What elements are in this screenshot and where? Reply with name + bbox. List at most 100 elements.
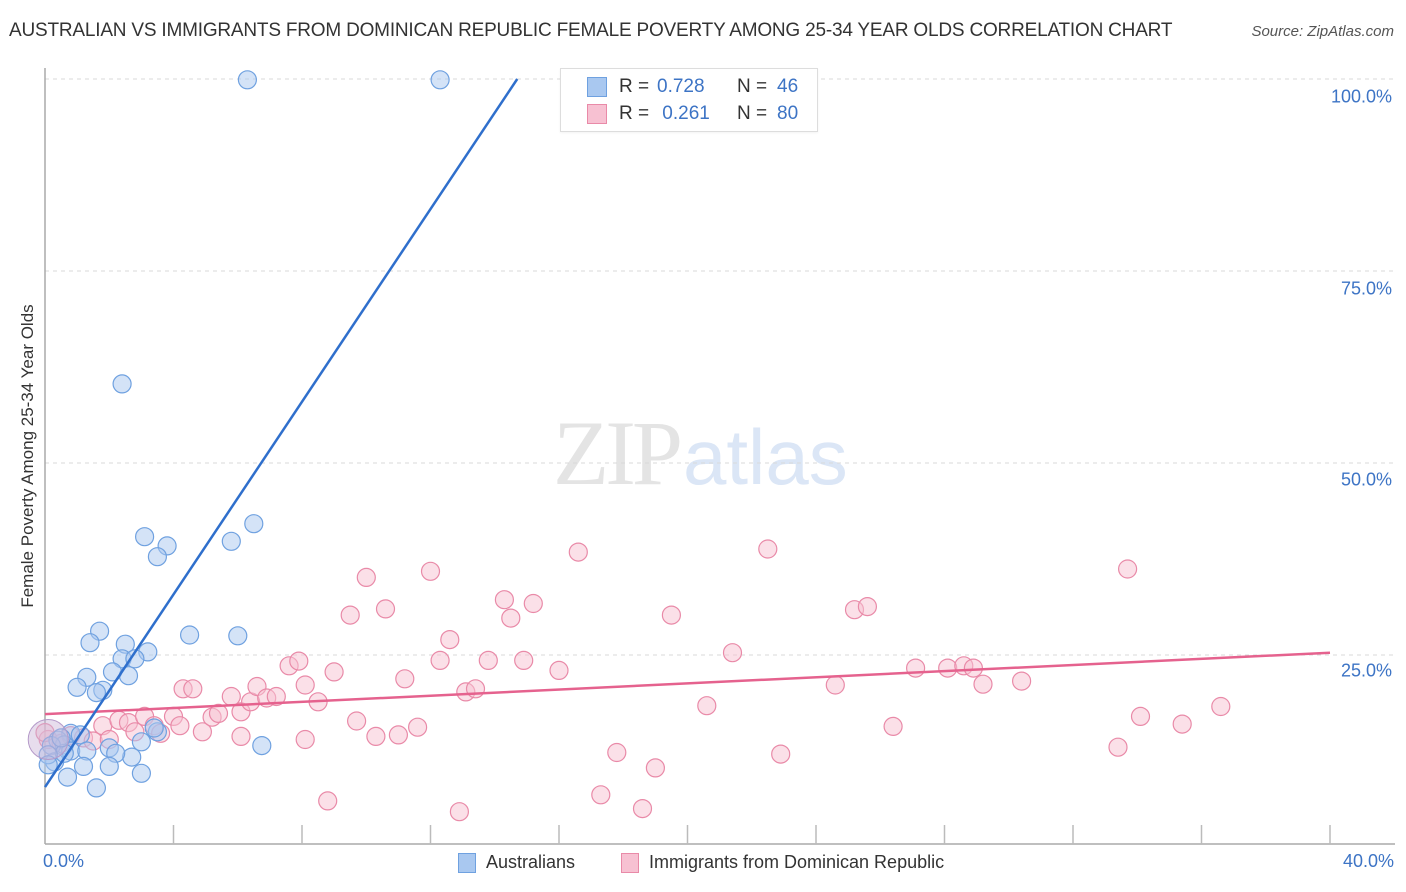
data-point [632, 798, 653, 819]
data-point [771, 744, 791, 764]
y-tick-100: 100.0% [1330, 86, 1392, 107]
australians-swatch [458, 852, 476, 873]
data-point [131, 763, 151, 783]
data-point [722, 643, 743, 663]
data-point [661, 605, 682, 625]
australians-points [27, 70, 450, 798]
data-point [144, 718, 164, 738]
data-point [80, 633, 100, 653]
immigrants-points [35, 539, 1231, 822]
data-point [112, 374, 132, 394]
data-point [607, 742, 627, 763]
r-label: R = [619, 103, 650, 124]
bottom-legend-immigrants[interactable]: Immigrants from Dominican Republic [621, 852, 944, 873]
data-point [440, 629, 460, 650]
data-point [266, 686, 286, 707]
data-point [494, 590, 514, 610]
data-point [825, 675, 845, 695]
data-point [221, 531, 241, 551]
data-point [324, 662, 344, 682]
data-point [57, 767, 78, 787]
data-point [430, 70, 450, 90]
data-point [252, 735, 272, 756]
legend-row-australians: R = 0.728 N = 46 [587, 75, 798, 99]
data-point [697, 696, 717, 716]
data-point [86, 778, 107, 798]
data-point [340, 605, 360, 625]
data-point [180, 625, 200, 645]
data-point [366, 726, 386, 747]
data-point [237, 70, 257, 90]
data-point [420, 561, 441, 581]
data-point [221, 686, 241, 707]
australians-trendline [43, 78, 519, 788]
x-tick-40: 40.0% [1342, 851, 1394, 871]
n-label: N = [737, 76, 768, 97]
data-point [973, 674, 993, 694]
data-point [1108, 737, 1128, 757]
data-point [1117, 559, 1138, 579]
data-point [122, 747, 142, 767]
data-point [938, 658, 958, 678]
data-point [228, 626, 248, 646]
data-point [289, 651, 309, 671]
n-value: 46 [777, 76, 799, 97]
chart-title: AUSTRALIAN VS IMMIGRANTS FROM DOMINICAN … [9, 20, 1173, 41]
data-point [99, 756, 119, 777]
x-tick-0: 0.0% [43, 851, 85, 871]
data-point [356, 567, 376, 588]
data-point [125, 649, 145, 669]
data-point [86, 682, 107, 703]
data-point [347, 711, 367, 731]
immigrants-swatch [587, 104, 607, 124]
data-point [963, 658, 984, 678]
data-point [208, 703, 229, 724]
data-point [549, 660, 569, 681]
y-tick-25: 25.0% [1340, 660, 1392, 681]
data-point [295, 729, 315, 750]
data-point [135, 527, 155, 547]
data-point [375, 599, 396, 619]
data-point [408, 717, 428, 737]
data-point [857, 596, 878, 617]
data-point [131, 732, 151, 752]
data-point [905, 658, 926, 678]
data-point [758, 539, 778, 559]
data-point [183, 679, 203, 699]
y-tick-50: 50.0% [1340, 469, 1392, 490]
data-point [645, 758, 666, 778]
data-point [1011, 671, 1032, 691]
gridlines [45, 78, 1395, 656]
correlation-legend: R = 0.728 N = 46 R = 0.261 N = 80 [560, 68, 818, 132]
r-value: 0.728 [657, 76, 705, 97]
r-value: 0.261 [657, 103, 710, 124]
data-point [478, 650, 498, 671]
data-point [388, 725, 408, 745]
r-label: R = [619, 76, 650, 97]
legend-row-immigrants: R = 0.261 N = 80 [587, 102, 798, 126]
data-point [1172, 714, 1192, 734]
data-point [1211, 696, 1231, 717]
data-point [1130, 706, 1151, 727]
data-point [38, 755, 58, 775]
australians-swatch [587, 77, 607, 97]
data-point [244, 514, 264, 534]
bottom-legend-australians[interactable]: Australians [458, 852, 575, 873]
data-point [591, 785, 611, 805]
n-label: N = [737, 103, 768, 124]
data-point [318, 791, 338, 811]
data-point [295, 675, 315, 695]
bottom-legend-label: Australians [486, 852, 576, 872]
bottom-legend-label: Immigrants from Dominican Republic [649, 852, 945, 872]
data-point [147, 547, 167, 567]
x-tick-marks [172, 825, 1331, 844]
overlap-cluster [27, 718, 69, 760]
axes [44, 68, 1395, 845]
data-point [170, 716, 190, 736]
data-point [501, 608, 521, 628]
y-axis-label: Female Poverty Among 25-34 Year Olds [18, 304, 37, 608]
n-value: 80 [777, 103, 799, 124]
data-point [523, 593, 543, 614]
data-point [514, 650, 534, 671]
